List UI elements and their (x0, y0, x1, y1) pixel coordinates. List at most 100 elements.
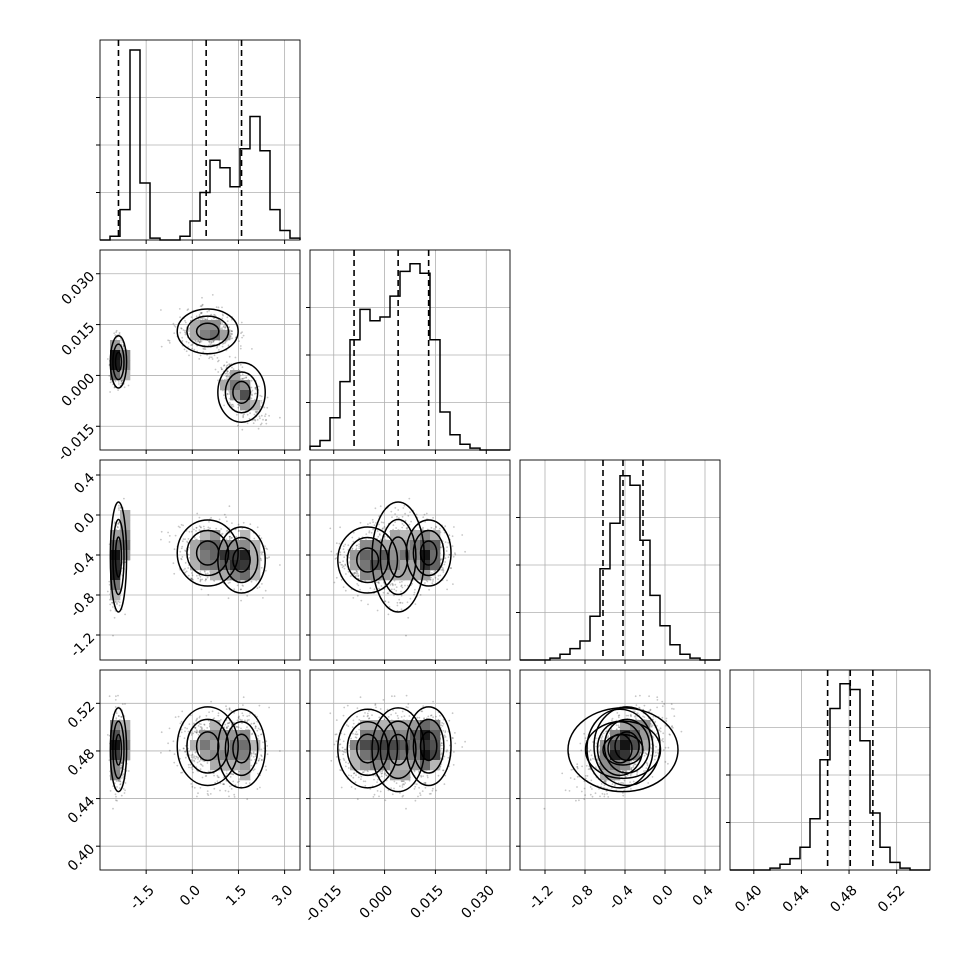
sample-point (115, 799, 117, 802)
sample-point (211, 294, 214, 296)
sample-point (194, 340, 197, 342)
sample-point (256, 410, 259, 413)
sample-point (402, 524, 405, 527)
sample-point (213, 787, 216, 790)
sample-point (358, 543, 361, 546)
sample-point (188, 330, 190, 332)
sample-point (180, 731, 183, 734)
density-cell (210, 550, 221, 561)
density-cell (230, 550, 241, 561)
sample-point (440, 546, 443, 549)
sample-point (221, 306, 223, 309)
sample-point (210, 356, 213, 359)
sample-point (197, 577, 200, 580)
sample-point (115, 712, 118, 715)
sample-point (168, 541, 171, 543)
sample-point (193, 760, 196, 763)
sample-point (199, 340, 202, 342)
sample-point (186, 540, 189, 543)
sample-point (173, 761, 176, 764)
sample-point (260, 553, 263, 555)
sample-point (124, 613, 126, 616)
sample-point (446, 546, 448, 549)
sample-point (265, 547, 268, 550)
density-cell (120, 550, 131, 561)
sample-point (120, 343, 123, 346)
sample-point (121, 760, 123, 763)
sample-point (113, 616, 116, 619)
sample-point (353, 572, 356, 575)
sample-point (109, 603, 111, 606)
sample-point (254, 392, 257, 395)
density-contour (109, 501, 128, 613)
sample-point (240, 599, 243, 602)
sample-point (245, 376, 248, 379)
sample-point (254, 418, 256, 421)
sample-point (440, 569, 443, 571)
sample-point (108, 759, 111, 761)
density-cell (110, 570, 121, 581)
sample-point (194, 751, 197, 754)
sample-point (220, 718, 222, 721)
sample-point (432, 578, 434, 581)
density-cell (370, 560, 381, 571)
density-cell (210, 330, 221, 341)
sample-point (220, 366, 223, 369)
density-contour (346, 536, 389, 584)
sample-point (160, 751, 162, 754)
sample-point (208, 711, 211, 714)
sample-point (204, 775, 207, 777)
sample-point (231, 403, 234, 406)
density-cell (110, 340, 121, 351)
sample-point (411, 582, 413, 585)
sample-point (242, 521, 245, 524)
sample-point (246, 422, 249, 425)
density-cell (230, 570, 241, 581)
sample-point (124, 782, 127, 784)
sample-point (399, 581, 401, 584)
sample-point (402, 507, 405, 509)
sample-point (207, 526, 210, 529)
sample-point (177, 525, 180, 528)
sample-point (225, 361, 228, 364)
density-cell (360, 560, 371, 571)
sample-point (112, 634, 114, 637)
panel-frame (99, 459, 301, 661)
sample-point (400, 585, 403, 588)
sample-point (242, 704, 244, 706)
sample-point (393, 579, 396, 582)
sample-point (225, 375, 228, 378)
sample-point (413, 593, 415, 596)
density-cell (400, 530, 411, 541)
sample-point (194, 757, 197, 760)
sample-point (254, 410, 257, 413)
sample-point (229, 535, 231, 538)
panel-background (310, 250, 510, 450)
sample-point (394, 513, 396, 515)
sample-point (188, 327, 191, 330)
sample-point (266, 548, 269, 550)
sample-point (367, 603, 369, 606)
density-cell (110, 350, 121, 361)
sample-point (442, 569, 445, 572)
sample-point (351, 536, 354, 539)
sample-point (223, 364, 226, 367)
sample-point (261, 401, 263, 404)
sample-point (279, 416, 281, 419)
sample-point (391, 516, 393, 518)
sample-point (206, 790, 209, 792)
sample-point (181, 545, 184, 548)
sample-point (370, 531, 373, 534)
sample-point (266, 557, 269, 560)
sample-point (118, 509, 120, 511)
sample-point (186, 541, 189, 544)
sample-point (228, 401, 231, 404)
density-cell (410, 550, 421, 561)
sample-point (117, 526, 119, 529)
sample-point (204, 571, 206, 573)
sample-point (205, 578, 207, 581)
sample-point (448, 534, 451, 536)
sample-point (240, 588, 242, 591)
density-cell (370, 540, 381, 551)
sample-point (119, 506, 122, 508)
